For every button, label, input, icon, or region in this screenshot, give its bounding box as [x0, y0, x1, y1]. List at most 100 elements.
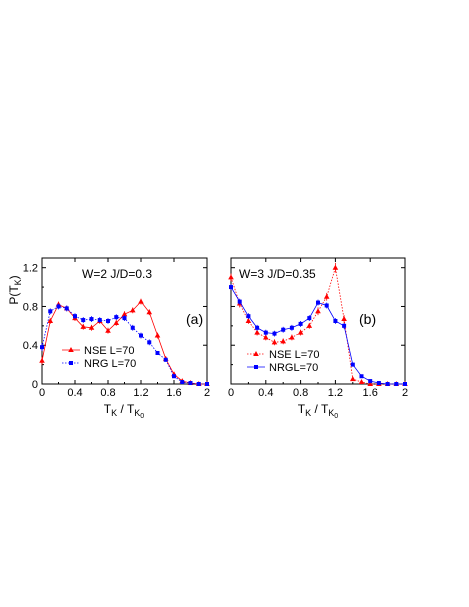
x-tick-label: 0.4: [67, 387, 82, 399]
data-point: [376, 381, 381, 386]
legend-marker: [68, 347, 74, 352]
data-point: [323, 293, 330, 299]
data-point: [163, 357, 168, 362]
data-point: [358, 379, 365, 385]
data-point: [350, 362, 355, 367]
data-point: [263, 330, 268, 335]
series-nrg: [229, 284, 407, 386]
x-tick-label: 0.4: [258, 387, 273, 399]
data-point: [39, 357, 45, 363]
data-point: [368, 379, 373, 384]
panel-b: 0 0.4 0.8 1.2 1.6 2 W=3 J/D=0.35 (b) NSE L=70NRG…: [228, 257, 408, 399]
data-point: [315, 308, 321, 314]
data-point: [307, 316, 312, 321]
data-point: [297, 329, 304, 335]
series-nse: [39, 298, 210, 386]
data-point: [280, 338, 286, 344]
x-tick-label: 1.2: [328, 387, 343, 399]
data-point: [229, 285, 233, 290]
data-point: [81, 318, 86, 323]
panel-tag: (b): [359, 311, 376, 327]
legend-label: NSE L=70: [84, 345, 134, 357]
data-point: [56, 304, 61, 309]
data-point: [130, 325, 135, 330]
panel-annotation: W=2 J/D=0.3: [82, 267, 152, 281]
y-tick-label: 0: [32, 379, 38, 391]
data-point: [73, 314, 77, 319]
data-point: [47, 318, 54, 323]
data-point: [228, 274, 234, 280]
data-point: [113, 319, 120, 325]
x-axis-label-b: TK / TK0: [298, 402, 339, 420]
data-point: [324, 303, 329, 308]
legend-marker: [254, 365, 258, 369]
data-point: [188, 381, 193, 386]
panel-tag: (a): [186, 311, 203, 327]
data-point: [105, 327, 111, 333]
x-tick-label: 1.6: [363, 387, 378, 399]
y-tick-label: 0.8: [23, 301, 38, 313]
data-point: [271, 339, 278, 345]
data-point: [139, 333, 143, 338]
data-point: [80, 323, 87, 329]
data-point: [394, 382, 399, 386]
legend-marker: [69, 361, 73, 365]
x-tick-label: 2: [204, 387, 210, 399]
data-point: [154, 332, 161, 338]
legend-marker: [253, 351, 259, 356]
y-tick-label: 1.2: [23, 263, 38, 275]
data-point: [40, 345, 44, 350]
data-point: [385, 382, 390, 386]
data-point: [106, 319, 110, 323]
data-point: [255, 325, 260, 330]
x-tick-label: 0: [39, 387, 45, 399]
data-point: [48, 309, 53, 314]
data-point: [281, 327, 286, 332]
y-axis-label: P(TK): [7, 275, 23, 304]
data-point: [64, 306, 69, 311]
data-point: [367, 381, 373, 386]
data-point: [146, 309, 153, 315]
legend-label: NSE L=70: [269, 349, 319, 361]
data-point: [342, 323, 347, 328]
data-point: [180, 380, 185, 385]
x-tick-label: 2: [402, 387, 408, 399]
data-point: [289, 325, 294, 330]
data-point: [129, 307, 136, 313]
data-point: [121, 311, 128, 317]
data-point: [316, 300, 320, 305]
data-point: [147, 340, 152, 345]
x-tick-label: 0: [228, 387, 234, 399]
data-point: [245, 318, 252, 323]
data-point: [254, 329, 260, 335]
data-point: [172, 374, 176, 379]
data-point: [333, 319, 338, 323]
data-point: [272, 331, 277, 336]
data-point: [298, 321, 303, 326]
legend-label: NRGL=70: [269, 362, 318, 374]
x-tick-label: 1.6: [166, 387, 181, 399]
data-point: [246, 314, 251, 319]
data-point: [332, 264, 339, 270]
y-tick-label: 0.4: [23, 340, 38, 352]
data-point: [306, 322, 313, 328]
data-point: [237, 299, 242, 304]
data-point: [114, 315, 119, 320]
data-point: [89, 317, 94, 322]
series-line: [230, 267, 405, 385]
data-point: [122, 316, 127, 321]
series-nrg: [40, 303, 209, 386]
data-point: [196, 382, 201, 386]
data-point: [88, 324, 95, 330]
panel-a: 0 0.4 0.8 1.2 1.6 2 0 0.4 0.8 1.2 W=2 J/D=0.3 (a) NS…: [23, 257, 210, 399]
data-point: [138, 298, 144, 304]
data-point: [97, 318, 102, 323]
x-axis-label-a: TK / TK0: [104, 402, 145, 420]
series-nse: [228, 262, 408, 386]
data-point: [205, 382, 209, 386]
data-point: [289, 334, 295, 340]
data-point: [350, 376, 356, 382]
data-point: [403, 382, 407, 386]
panel-annotation: W=3 J/D=0.35: [239, 267, 316, 281]
